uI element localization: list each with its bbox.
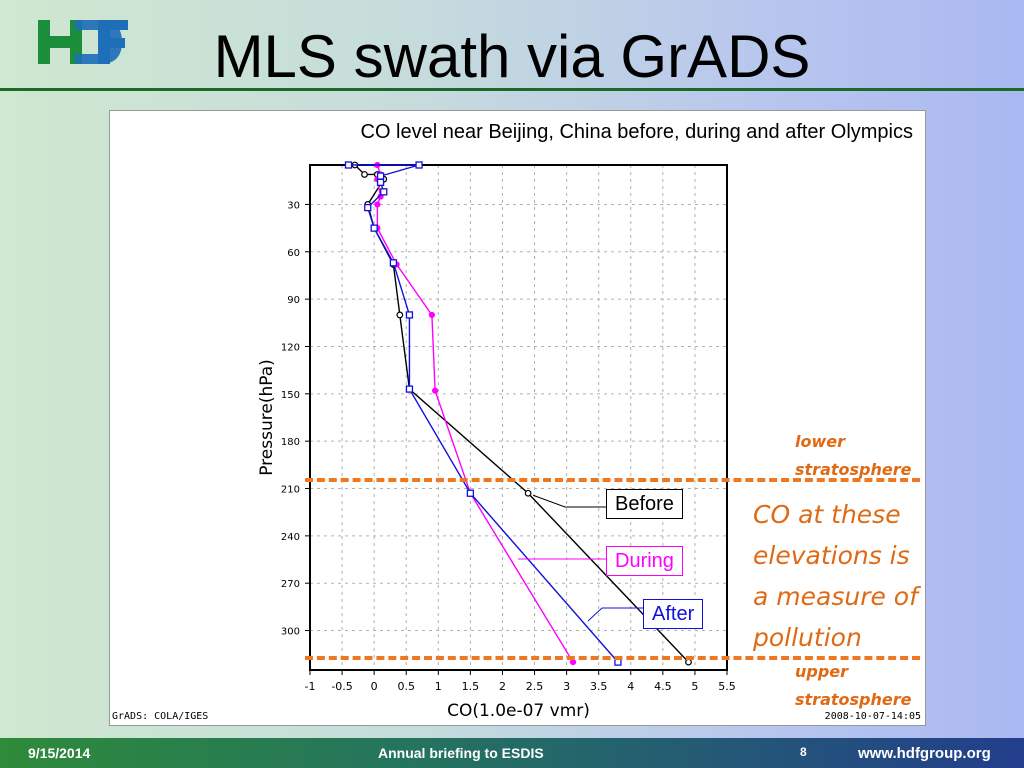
x-tick-label: 5.5 [718,680,736,693]
data-point-after [364,203,372,212]
y-tick-label: 120 [281,342,300,353]
x-tick-label: 4.5 [654,680,672,693]
grads-credit: GrADS: COLA/IGES [112,711,209,722]
lower-stratosphere-line [305,478,920,482]
y-tick-label: 180 [281,437,300,448]
y-tick-label: 60 [287,248,300,259]
data-point-during [569,659,577,666]
data-point-before [524,489,532,497]
data-point-after [370,224,378,232]
y-tick-label: 30 [287,200,300,211]
data-point-during [432,387,439,394]
y-tick-label: 300 [281,627,300,638]
legend-before-label: Before [615,493,674,515]
x-tick-label: 4 [627,680,634,693]
x-axis-title: CO(1.0e-07 vmr) [447,701,590,721]
legend-after-label: After [652,603,695,625]
chart-title: CO level near Beijing, China before, dur… [360,121,914,143]
x-tick-label: -1 [305,680,316,693]
data-point-before [361,171,368,178]
data-point-after [376,172,385,180]
x-tick-label: -0.5 [331,680,352,693]
y-axis-title: Pressure(hPa) [257,359,277,476]
leader-before [532,494,607,508]
y-tick-label: 270 [281,579,300,590]
footer-site: www.hdfgroup.org [858,745,991,762]
hdf-logo [38,20,128,64]
data-point-after [344,161,353,169]
data-point-after [405,311,414,319]
lower-stratosphere-label: lower stratosphere [795,432,912,479]
legend-after: After [643,599,704,629]
upper-stratosphere-label: upper stratosphere [795,662,912,709]
data-point-during [428,311,435,319]
pollution-note: CO at these elevations is a measure of p… [753,500,918,652]
footer-center: Annual briefing to ESDIS [378,745,544,761]
data-point-after [415,161,423,169]
timestamp-credit: 2008-10-07-14:05 [824,711,921,722]
x-tick-label: 0.5 [397,680,415,693]
footer-page: 8 [800,745,807,759]
footer-date: 9/15/2014 [28,745,91,761]
title-divider [0,88,1024,91]
x-tick-label: 3.5 [590,680,608,693]
x-tick-label: 3 [563,680,570,693]
data-point-before [396,311,404,319]
slide-title: MLS swath via GrADS [213,23,811,90]
footer-bar: 9/15/2014 Annual briefing to ESDIS 8 www… [0,738,1024,768]
x-tick-label: 0 [371,680,378,693]
data-point-after [376,178,385,187]
x-tick-label: 1.5 [462,680,480,693]
data-point-after [405,385,414,393]
x-tick-label: 5 [691,680,698,693]
y-tick-label: 90 [287,295,300,306]
co-profile-chart: -1 -0.5 0 0.5 1 1.5 2 2.5 3 3.5 4 4.5 5 5.5 30 60 90 120 1… [257,161,736,721]
y-tick-label: 240 [281,532,300,543]
data-point-during [374,201,381,208]
plot-frame [309,164,728,671]
x-tick-label: 2.5 [526,680,544,693]
y-tick-label: 150 [281,390,300,401]
chart-panel: CO level near Beijing, China before, dur… [109,110,926,726]
upper-stratosphere-line [305,656,920,660]
y-tick-label: 210 [281,485,300,496]
legend-before: Before [606,489,683,519]
data-point-after [466,489,475,497]
legend-during: During [606,546,683,576]
x-tick-label: 1 [435,680,442,693]
series-line-before [354,164,690,663]
x-tick-label: 2 [499,680,506,693]
data-point-after [389,259,398,267]
series-line-after [348,164,619,663]
data-point-after [614,658,622,666]
leader-after [587,607,644,622]
data-point-before [685,658,692,666]
data-point-after [380,188,388,196]
legend-during-label: During [615,550,674,572]
